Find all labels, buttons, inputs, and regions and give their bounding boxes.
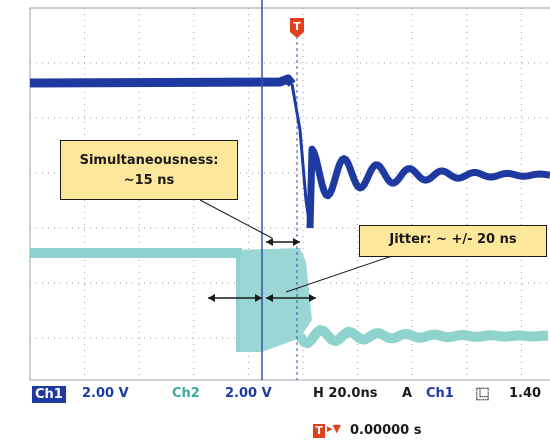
trigger-marker[interactable]: T: [290, 18, 304, 38]
timebase-setting[interactable]: H 20.0ns: [313, 386, 378, 401]
simultaneousness-callout: Simultaneousness: ~15 ns: [60, 140, 238, 200]
graticule-frame: [29, 7, 550, 381]
jitter-text: Jitter: ~ +/- 20 ns: [389, 232, 517, 247]
ch2-jitter-band: [236, 248, 312, 352]
simultaneousness-pointer: [199, 199, 273, 239]
arrow-right-icon: [293, 238, 300, 246]
arrow-right-icon: ▸▼: [327, 422, 341, 435]
ch1-scale[interactable]: 2.00 V: [82, 386, 129, 401]
simultaneousness-title: Simultaneousness:: [79, 153, 219, 168]
ch1-high-level: [29, 74, 296, 88]
trigger-position-value[interactable]: 0.00000 s: [350, 423, 422, 438]
ch2-waveform: [30, 248, 549, 352]
ch1-low-ringing: [306, 145, 550, 229]
arrow-left-icon: [208, 294, 215, 302]
ch2-label[interactable]: Ch2: [172, 386, 200, 401]
ch2-low-ringing: [295, 325, 549, 349]
trigger-marker-icon: [290, 18, 304, 38]
trigger-source[interactable]: Ch1: [426, 386, 454, 401]
trigger-position-icon: T: [313, 424, 325, 438]
trigger-level[interactable]: 1.40: [509, 386, 542, 401]
ch1-waveform: [29, 74, 550, 229]
ch2-scale[interactable]: 2.00 V: [225, 386, 272, 401]
arrow-left-icon: [266, 294, 273, 302]
arrow-left-icon: [266, 238, 273, 246]
arrow-right-icon: [309, 294, 316, 302]
jitter-callout: Jitter: ~ +/- 20 ns: [359, 225, 547, 257]
annotation-arrows: [199, 199, 393, 302]
falling-edge-icon[interactable]: ⿺: [476, 388, 490, 403]
ch2-high-level: [30, 248, 242, 258]
simultaneousness-value: ~15 ns: [123, 173, 175, 188]
ch1-badge[interactable]: Ch1: [32, 386, 66, 403]
jitter-pointer: [285, 255, 393, 293]
trigger-marker-label: T: [293, 20, 301, 33]
arrow-right-icon: [255, 294, 262, 302]
trigger-mode[interactable]: A: [402, 386, 413, 401]
